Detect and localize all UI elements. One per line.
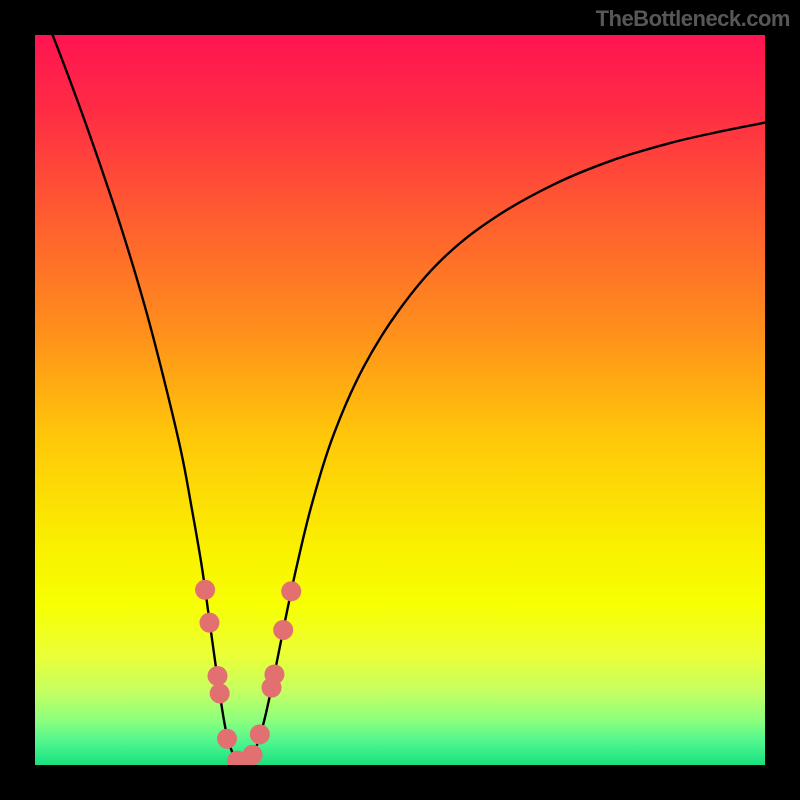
scatter-point (273, 620, 293, 640)
scatter-point (250, 724, 270, 744)
scatter-point (210, 683, 230, 703)
scatter-point (217, 729, 237, 749)
scatter-point (264, 664, 284, 684)
watermark-label: TheBottleneck.com (596, 6, 790, 32)
scatter-point (243, 745, 263, 765)
scatter-point (195, 580, 215, 600)
scatter-point (281, 581, 301, 601)
chart-background (35, 35, 765, 765)
bottleneck-chart (0, 0, 800, 800)
scatter-point (208, 666, 228, 686)
chart-container: TheBottleneck.com (0, 0, 800, 800)
scatter-point (199, 613, 219, 633)
